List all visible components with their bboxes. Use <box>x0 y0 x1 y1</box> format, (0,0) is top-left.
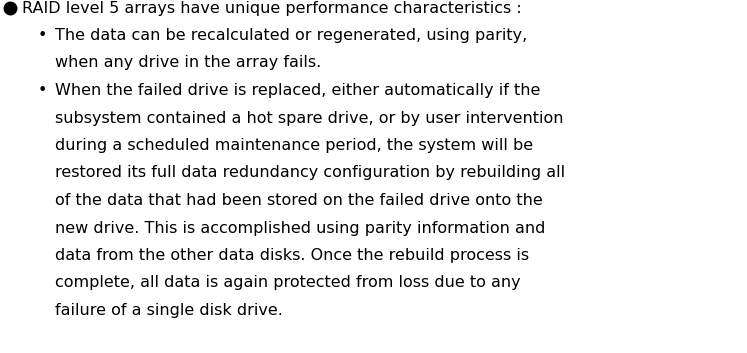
Text: subsystem contained a hot spare drive, or by user intervention: subsystem contained a hot spare drive, o… <box>55 110 563 126</box>
Text: RAID level 5 arrays have unique performance characteristics :: RAID level 5 arrays have unique performa… <box>22 0 521 16</box>
Text: failure of a single disk drive.: failure of a single disk drive. <box>55 303 283 318</box>
Text: data from the other data disks. Once the rebuild process is: data from the other data disks. Once the… <box>55 248 529 263</box>
Text: new drive. This is accomplished using parity information and: new drive. This is accomplished using pa… <box>55 221 545 235</box>
Text: of the data that had been stored on the failed drive onto the: of the data that had been stored on the … <box>55 193 543 208</box>
Text: •: • <box>38 83 47 98</box>
Text: When the failed drive is replaced, either automatically if the: When the failed drive is replaced, eithe… <box>55 83 540 98</box>
Text: during a scheduled maintenance period, the system will be: during a scheduled maintenance period, t… <box>55 138 533 153</box>
Text: complete, all data is again protected from loss due to any: complete, all data is again protected fr… <box>55 275 521 291</box>
Text: when any drive in the array fails.: when any drive in the array fails. <box>55 55 321 71</box>
Text: The data can be recalculated or regenerated, using parity,: The data can be recalculated or regenera… <box>55 28 527 43</box>
Text: •: • <box>38 28 47 43</box>
Text: restored its full data redundancy configuration by rebuilding all: restored its full data redundancy config… <box>55 166 565 180</box>
